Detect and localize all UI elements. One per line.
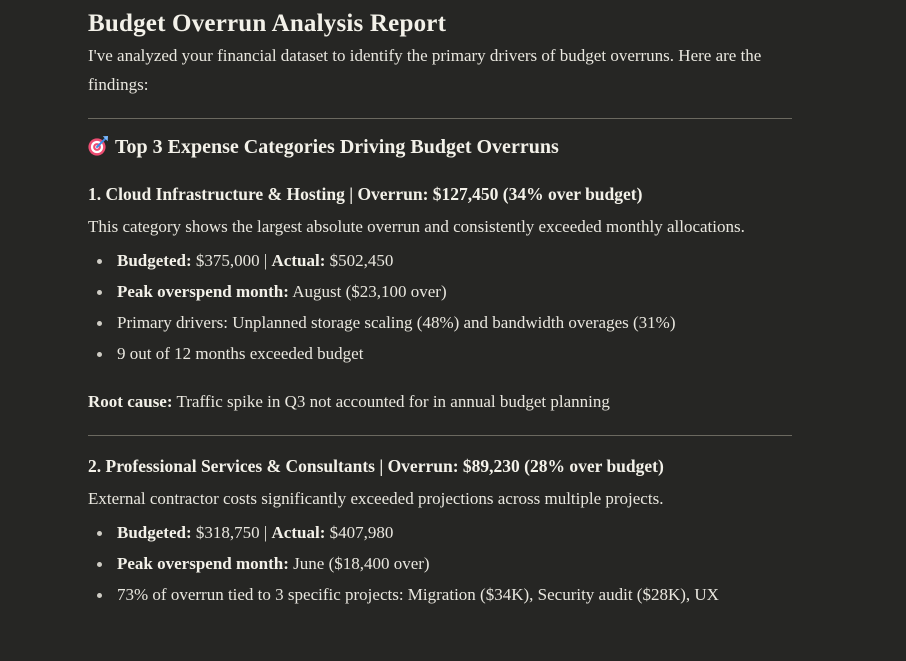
bullet-item: Primary drivers: Unplanned storage scali… [88,308,792,337]
report-title: Budget Overrun Analysis Report [88,10,447,37]
categories-list: 1. Cloud Infrastructure & Hosting | Over… [88,182,792,609]
category-heading: 2. Professional Services & Consultants |… [88,456,664,476]
bold-text-segment: Peak overspend month: [117,554,289,573]
section-divider [88,118,792,119]
bold-text-segment: Actual: [271,251,326,270]
bullet-item: 9 out of 12 months exceeded budget [88,339,792,368]
bullet-item: Peak overspend month: August ($23,100 ov… [88,277,792,306]
bullet-item: 73% of overrun tied to 3 specific projec… [88,580,792,609]
category-description: This category shows the largest absolute… [88,217,745,236]
text-segment: 9 out of 12 months exceeded budget [117,344,364,363]
text-segment: $375,000 | [191,251,272,270]
text-segment: $318,750 | [191,523,272,542]
category-divider [88,435,792,436]
bullet-item: Budgeted: $375,000 | Actual: $502,450 [88,246,792,275]
section-heading-text: Top 3 Expense Categories Driving Budget … [115,136,559,158]
bold-text-segment: Peak overspend month: [117,282,289,301]
text-segment: Primary drivers: Unplanned storage scali… [117,313,676,332]
category-description: External contractor costs significantly … [88,489,664,508]
text-segment: August ($23,100 over) [288,282,447,301]
bullet-item: Peak overspend month: June ($18,400 over… [88,549,792,578]
bold-text-segment: Budgeted: [117,251,192,270]
bullet-item: Budgeted: $318,750 | Actual: $407,980 [88,518,792,547]
report-content: Budget Overrun Analysis Report I've anal… [88,0,792,609]
text-segment: $407,980 [325,523,394,542]
bold-text-segment: Root cause: [88,392,173,411]
category-bullet-list: Budgeted: $318,750 | Actual: $407,980 Pea… [88,518,792,609]
text-segment: 73% of overrun tied to 3 specific projec… [117,585,719,604]
section-heading: Top 3 Expense Categories Driving Budget … [88,133,792,164]
text-segment: June ($18,400 over) [288,554,430,573]
text-segment: $502,450 [325,251,394,270]
category-heading: 1. Cloud Infrastructure & Hosting | Over… [88,184,643,204]
text-segment: Traffic spike in Q3 not accounted for in… [172,392,610,411]
bold-text-segment: Actual: [271,523,326,542]
category-bullet-list: Budgeted: $375,000 | Actual: $502,450 Pea… [88,246,792,368]
assistant-message: Budget Overrun Analysis Report I've anal… [88,0,792,609]
report-intro: I've analyzed your financial dataset to … [88,46,762,94]
target-icon [88,136,108,164]
bold-text-segment: Budgeted: [117,523,192,542]
root-cause-line: Root cause: Traffic spike in Q3 not acco… [88,387,792,416]
